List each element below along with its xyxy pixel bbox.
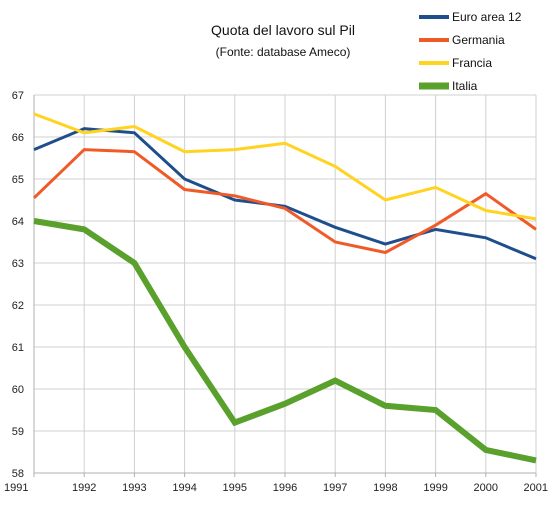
x-tick-label: 1994 bbox=[172, 482, 196, 494]
legend-label: Euro area 12 bbox=[452, 10, 522, 24]
y-tick-label: 60 bbox=[12, 384, 24, 396]
x-tick-label: 1992 bbox=[72, 482, 96, 494]
x-tick-label: 2001 bbox=[524, 482, 548, 494]
y-tick-label: 65 bbox=[12, 174, 24, 186]
y-tick-label: 62 bbox=[12, 300, 24, 312]
series-line-germania bbox=[32, 148, 537, 255]
y-tick-label: 66 bbox=[12, 132, 24, 144]
chart-subtitle: (Fonte: database Ameco) bbox=[216, 45, 351, 59]
y-tick-label: 58 bbox=[12, 468, 24, 480]
chart-title: Quota del lavoro sul Pil bbox=[211, 22, 355, 38]
x-tick-label: 1993 bbox=[122, 482, 146, 494]
y-tick-label: 59 bbox=[12, 426, 24, 438]
legend-label: Germania bbox=[452, 33, 505, 47]
series-line-francia bbox=[33, 112, 537, 221]
legend-label: Italia bbox=[452, 79, 478, 93]
x-tick-label: 1991 bbox=[4, 482, 28, 494]
x-tick-label: 2000 bbox=[474, 482, 498, 494]
legend-label: Francia bbox=[452, 56, 492, 70]
x-tick-label: 1997 bbox=[323, 482, 347, 494]
y-tick-label: 67 bbox=[12, 90, 24, 102]
series-lines bbox=[32, 112, 537, 464]
y-axis-tick-labels: 58 59 60 61 62 63 64 65 66 67 bbox=[12, 90, 24, 480]
axes bbox=[33, 95, 537, 477]
y-tick-label: 64 bbox=[12, 216, 24, 228]
x-tick-label: 1999 bbox=[423, 482, 447, 494]
x-tick-label: 1996 bbox=[273, 482, 297, 494]
legend: Euro area 12 Germania Francia Italia bbox=[419, 10, 522, 93]
x-axis-tick-labels: 1991 1992 1993 1994 1995 1996 1997 1998 1999 2000… bbox=[4, 482, 548, 494]
y-tick-label: 61 bbox=[12, 342, 24, 354]
series-line-italia bbox=[33, 218, 537, 464]
x-tick-label: 1995 bbox=[223, 482, 247, 494]
x-tick-label: 1998 bbox=[373, 482, 397, 494]
series-line-euro-area-12 bbox=[33, 127, 537, 261]
y-tick-label: 63 bbox=[12, 258, 24, 270]
